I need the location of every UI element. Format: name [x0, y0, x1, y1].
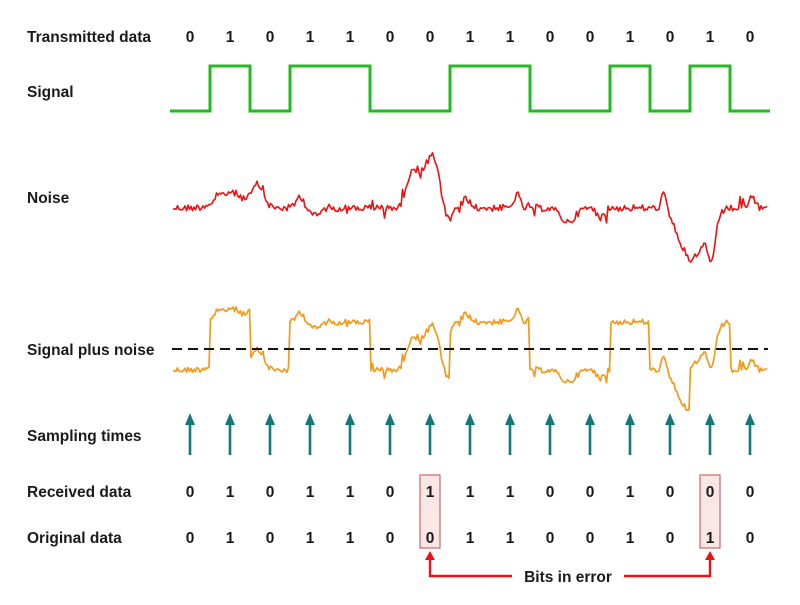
received-bit-3: 1	[306, 484, 315, 501]
noise-line	[172, 152, 768, 263]
sampling-arrow-head-13	[705, 413, 715, 425]
original-bit-3: 1	[306, 530, 315, 547]
transmitted-bit-11: 1	[626, 29, 635, 46]
transmitted-bit-12: 0	[666, 29, 675, 46]
transmitted-bits: 0 1 0 1 1 0 0 1 1 0 0 1 0 1 0	[186, 29, 755, 46]
received-bits: 0 1 0 1 1 0 1 1 1 0 0 1 0 0 0	[186, 484, 755, 501]
original-bit-9: 0	[546, 530, 555, 547]
received-bit-7: 1	[466, 484, 475, 501]
transmitted-bit-13: 1	[706, 29, 715, 46]
received-bit-0: 0	[186, 484, 195, 501]
original-bit-14: 0	[746, 530, 755, 547]
sampling-arrow-head-4	[345, 413, 355, 425]
transmitted-bit-8: 1	[506, 29, 515, 46]
transmitted-bit-14: 0	[746, 29, 755, 46]
label-signal: Signal	[27, 84, 74, 101]
original-bit-6: 0	[426, 530, 435, 547]
sampling-arrow-head-1	[225, 413, 235, 425]
original-bit-0: 0	[186, 530, 195, 547]
transmitted-bit-1: 1	[226, 29, 235, 46]
signal-plus-noise-line	[172, 306, 768, 411]
sampling-arrow-head-7	[465, 413, 475, 425]
signal-plus-noise-waveform	[172, 306, 768, 411]
sampling-arrow-head-14	[745, 413, 755, 425]
label-original-data: Original data	[27, 530, 122, 547]
label-noise: Noise	[27, 190, 70, 207]
error-arrow-right-head	[705, 551, 715, 560]
sampling-arrow-head-10	[585, 413, 595, 425]
error-box-1	[699, 474, 721, 549]
received-bit-13: 0	[706, 484, 715, 501]
sampling-arrow-head-6	[425, 413, 435, 425]
transmitted-bit-6: 0	[426, 29, 435, 46]
received-bit-14: 0	[746, 484, 755, 501]
received-bit-6: 1	[426, 484, 435, 501]
error-indicator	[425, 551, 715, 578]
signal-line	[170, 64, 770, 113]
original-bit-13: 1	[706, 530, 715, 547]
original-bit-11: 1	[626, 530, 635, 547]
sampling-arrow-head-8	[505, 413, 515, 425]
transmitted-bit-10: 0	[586, 29, 595, 46]
label-signal-plus-noise: Signal plus noise	[27, 342, 155, 359]
original-bit-2: 0	[266, 530, 275, 547]
error-boxes	[419, 474, 721, 549]
original-bit-10: 0	[586, 530, 595, 547]
transmitted-bit-9: 0	[546, 29, 555, 46]
error-arrow-right-line	[624, 558, 712, 578]
received-bit-12: 0	[666, 484, 675, 501]
sampling-arrow-head-12	[665, 413, 675, 425]
transmitted-bit-2: 0	[266, 29, 275, 46]
original-bit-1: 1	[226, 530, 235, 547]
sampling-arrow-head-9	[545, 413, 555, 425]
received-bit-5: 0	[386, 484, 395, 501]
received-bit-8: 1	[506, 484, 515, 501]
sampling-arrow-head-0	[185, 413, 195, 425]
received-bit-1: 1	[226, 484, 235, 501]
error-box-0	[419, 474, 441, 549]
label-received-data: Received data	[27, 484, 132, 501]
label-transmitted-data: Transmitted data	[27, 29, 151, 46]
error-arrow-left-line	[428, 558, 512, 578]
received-bit-9: 0	[546, 484, 555, 501]
sampling-arrow-head-11	[625, 413, 635, 425]
sampling-arrow-head-3	[305, 413, 315, 425]
original-bit-5: 0	[386, 530, 395, 547]
original-bit-7: 1	[466, 530, 475, 547]
transmitted-bit-7: 1	[466, 29, 475, 46]
sampling-arrow-head-5	[385, 413, 395, 425]
sampling-arrows	[185, 413, 755, 455]
received-bit-10: 0	[586, 484, 595, 501]
bits-in-error-label: Bits in error	[524, 569, 612, 586]
error-arrow-left-head	[425, 551, 435, 560]
transmitted-bit-0: 0	[186, 29, 195, 46]
received-bit-2: 0	[266, 484, 275, 501]
signal-waveform	[170, 64, 770, 113]
original-bit-8: 1	[506, 530, 515, 547]
original-bit-4: 1	[346, 530, 355, 547]
original-bit-12: 0	[666, 530, 675, 547]
received-bit-4: 1	[346, 484, 355, 501]
received-bit-11: 1	[626, 484, 635, 501]
transmitted-bit-4: 1	[346, 29, 355, 46]
sampling-arrow-head-2	[265, 413, 275, 425]
label-sampling-times: Sampling times	[27, 428, 142, 445]
transmitted-bit-5: 0	[386, 29, 395, 46]
transmitted-bit-3: 1	[306, 29, 315, 46]
original-bits: 0 1 0 1 1 0 0 1 1 0 0 1 0 1 0	[186, 530, 755, 547]
noise-waveform	[172, 152, 768, 263]
